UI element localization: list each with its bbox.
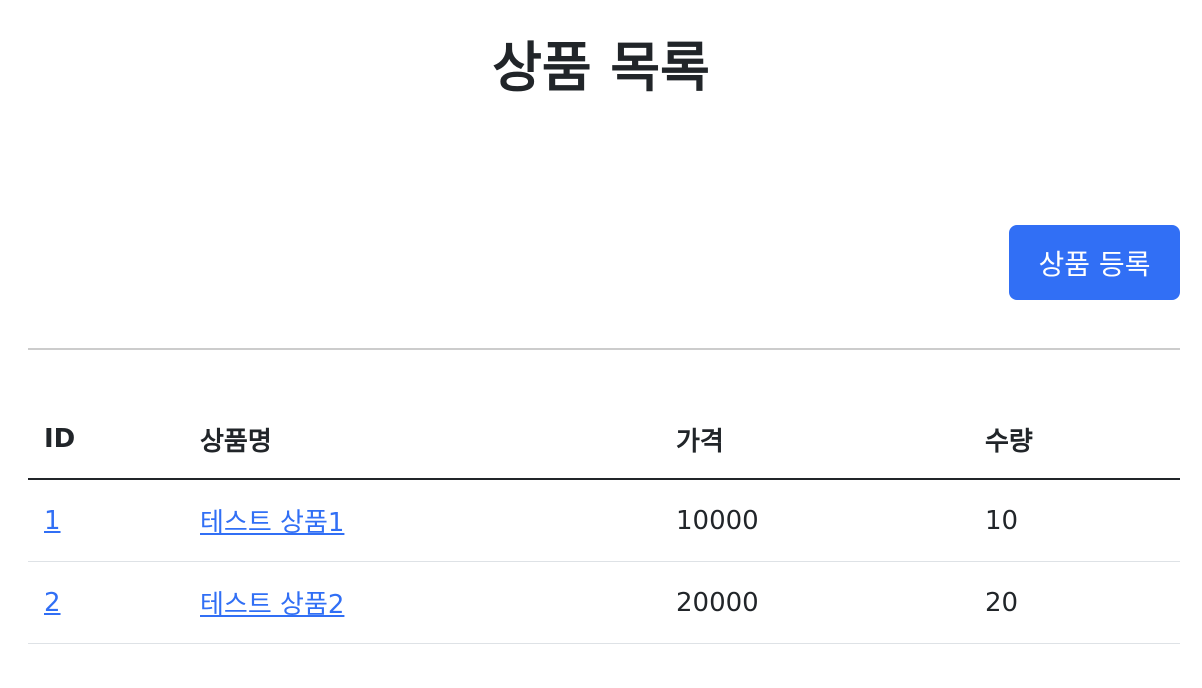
column-header-quantity: 수량 [969,400,1180,480]
add-product-button[interactable]: 상품 등록 [1009,225,1180,300]
column-header-name: 상품명 [184,400,660,480]
cell-id: 2 [28,561,184,644]
product-table: ID 상품명 가격 수량 1 테스트 상품1 10000 10 2 테스트 상품… [28,400,1180,644]
cell-id: 1 [28,479,184,562]
cell-price: 10000 [660,479,969,562]
column-header-price: 가격 [660,400,969,480]
cell-quantity: 20 [969,561,1180,644]
table-row: 2 테스트 상품2 20000 20 [28,561,1180,644]
product-name-link[interactable]: 테스트 상품1 [200,508,345,538]
page-title: 상품 목록 [492,36,710,99]
product-name-link[interactable]: 테스트 상품2 [200,590,345,620]
product-id-link[interactable]: 1 [44,505,61,536]
table-header-row: ID 상품명 가격 수량 [28,400,1180,480]
product-id-link[interactable]: 2 [44,587,61,618]
column-header-id: ID [28,400,184,480]
divider [28,348,1180,350]
cell-price: 20000 [660,561,969,644]
cell-name: 테스트 상품2 [184,561,660,644]
table-row: 1 테스트 상품1 10000 10 [28,479,1180,562]
cell-quantity: 10 [969,479,1180,562]
cell-name: 테스트 상품1 [184,479,660,562]
